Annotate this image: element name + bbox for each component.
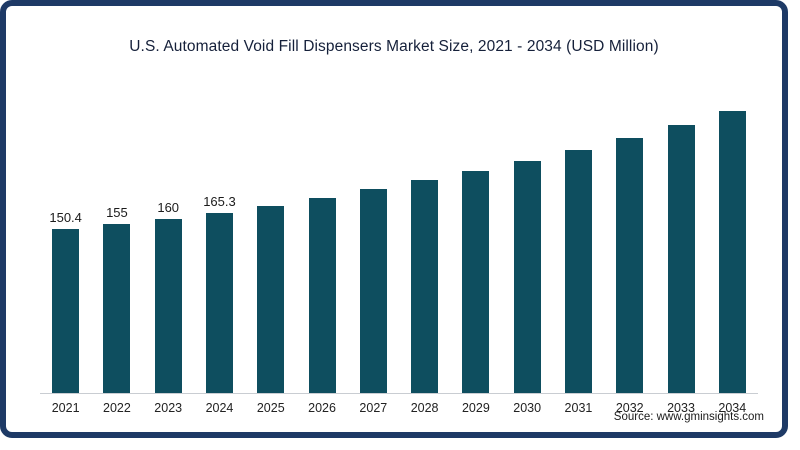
x-axis-label: 2023	[154, 401, 183, 415]
source-text: Source: www.gminsights.com	[613, 411, 764, 423]
bar	[103, 224, 131, 393]
x-axis-label: 2031	[564, 401, 593, 415]
bar	[154, 219, 182, 393]
x-axis-label: 2028	[410, 401, 439, 415]
bar-value-label: 160	[157, 200, 180, 215]
bar-value-label: 150.4	[49, 210, 82, 225]
bar	[411, 180, 439, 393]
bar-column	[245, 202, 296, 393]
bar	[205, 213, 233, 393]
bar	[564, 150, 592, 393]
x-axis: 2021 2022 2023 2024 2025 2026 2027 2028 2029 2030…	[40, 401, 758, 415]
bar	[359, 189, 387, 393]
bar	[308, 198, 336, 393]
x-axis-label: 2024	[205, 401, 234, 415]
bar-column	[296, 194, 347, 393]
chart-frame: U.S. Automated Void Fill Dispensers Mark…	[0, 0, 788, 438]
bar-column	[655, 121, 706, 393]
bar-column: 165.3	[194, 194, 245, 393]
x-axis-label: 2027	[359, 401, 388, 415]
bar-value-label: 165.3	[203, 194, 236, 209]
bar	[462, 171, 490, 393]
bar-column	[707, 107, 758, 393]
bar	[52, 229, 80, 393]
bar-column	[502, 157, 553, 393]
x-axis-label: 2032	[615, 401, 644, 415]
bar	[616, 138, 644, 393]
bar	[667, 125, 695, 393]
x-axis-label: 2030	[513, 401, 542, 415]
bar-column	[604, 134, 655, 393]
bar	[718, 111, 746, 393]
x-axis-label: 2022	[103, 401, 131, 415]
bar-column	[450, 167, 501, 393]
bar-column	[399, 176, 450, 393]
bar-column: 150.4	[40, 210, 91, 393]
x-axis-label: 2026	[308, 401, 336, 415]
bar	[257, 206, 285, 393]
bar-column	[348, 185, 399, 393]
x-axis-label: 2021	[51, 401, 80, 415]
x-axis-label: 2025	[256, 401, 285, 415]
bar-column: 160	[143, 200, 194, 393]
plot-area: 150.4 155 160 165.3	[40, 93, 758, 394]
bar-value-label: 155	[106, 205, 128, 220]
bar-column: 155	[91, 205, 142, 393]
bar-chart: 150.4 155 160 165.3 2021 2022 2023 2024 2025 202…	[40, 93, 758, 415]
x-axis-label: 2034	[718, 401, 747, 415]
x-axis-label: 2029	[461, 401, 490, 415]
chart-title: U.S. Automated Void Fill Dispensers Mark…	[129, 38, 659, 55]
x-axis-label: 2033	[667, 401, 695, 415]
bar-column	[553, 146, 604, 393]
bar	[513, 161, 541, 393]
